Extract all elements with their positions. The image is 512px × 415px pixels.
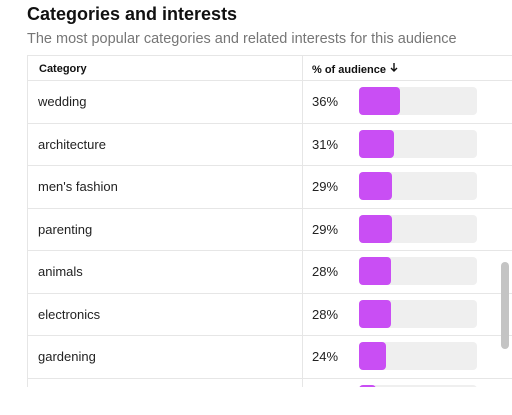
section-title: Categories and interests [27, 4, 238, 24]
table-row: electronics 28% [28, 294, 512, 336]
category-cell: gardening [38, 349, 96, 364]
percent-cell: 36% [312, 94, 339, 109]
column-header-percent-label: % of audience [312, 64, 386, 76]
percent-bar-track [359, 172, 477, 200]
percent-cell: 28% [312, 264, 339, 279]
category-cell: architecture [38, 136, 106, 152]
percent-bar-fill [359, 342, 386, 370]
percent-cell: 29% [312, 221, 339, 237]
percent-cell: 29% [312, 179, 339, 194]
section-subtitle: The most popular categories and related … [27, 31, 457, 47]
percent-bar-fill [359, 384, 376, 387]
table-row: animals 28% [28, 251, 512, 294]
category-cell: parenting [38, 221, 93, 237]
percent-bar-fill [359, 129, 394, 158]
table-row: parenting 29% [28, 209, 512, 251]
percent-bar-track [359, 214, 477, 243]
table-row: wedding 36% [28, 81, 512, 124]
arrow-down-icon[interactable] [390, 63, 398, 76]
categories-table: Category % of audience wedding 36% archite… [27, 55, 512, 387]
table-row: gardening 24% [28, 336, 512, 379]
column-header-percent[interactable]: % of audience [312, 63, 398, 76]
table-body: wedding 36% architecture 31% men's fashion 29… [28, 81, 512, 387]
column-header-category: Category [39, 63, 87, 75]
percent-bar-fill [359, 214, 392, 243]
percent-cell: 28% [312, 306, 339, 322]
table-row [28, 379, 512, 387]
table-header: Category % of audience [28, 56, 512, 81]
percent-bar-fill [359, 172, 392, 200]
category-cell: electronics [38, 306, 101, 322]
table-row: men's fashion 29% [28, 166, 512, 209]
category-cell: animals [38, 264, 83, 279]
percent-cell: 31% [312, 136, 339, 152]
scrollbar-thumb[interactable] [501, 262, 509, 349]
percent-bar-track [359, 384, 477, 387]
percent-cell: 24% [312, 349, 339, 364]
category-cell: men's fashion [38, 179, 118, 194]
column-divider [302, 56, 303, 387]
category-cell: wedding [38, 94, 87, 109]
percent-bar-track [359, 129, 477, 158]
table-row: architecture 31% [28, 124, 512, 166]
percent-bar-track [359, 299, 477, 328]
percent-bar-fill [359, 299, 391, 328]
percent-bar-track [359, 342, 477, 370]
percent-bar-fill [359, 257, 391, 285]
percent-bar-fill [359, 87, 400, 115]
percent-bar-track [359, 87, 477, 115]
percent-bar-track [359, 257, 477, 285]
